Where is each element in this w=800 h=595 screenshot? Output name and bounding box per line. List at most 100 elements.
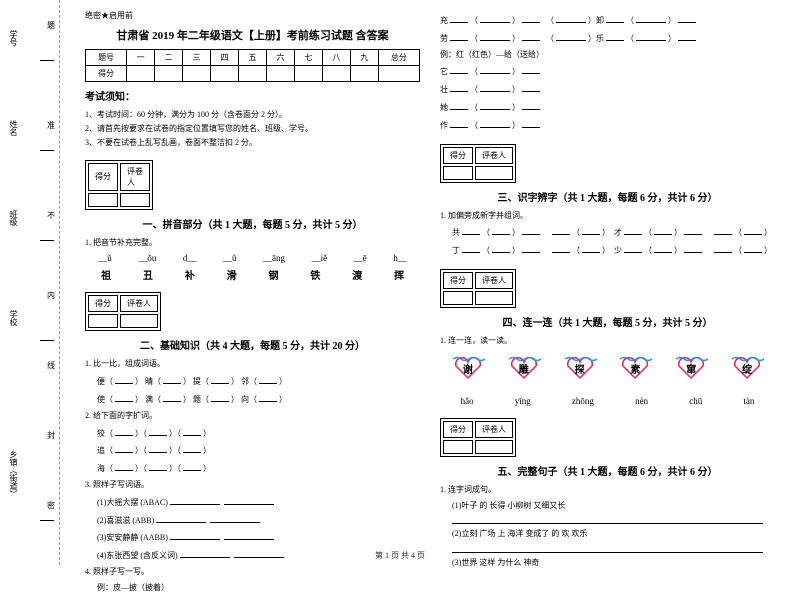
char: 祖: [101, 267, 111, 282]
cell: 得分: [443, 272, 473, 289]
fill-line: 充（） （）卸（）: [440, 13, 775, 28]
marker: 封: [47, 430, 55, 441]
scorer-box: 得分评卷人: [440, 144, 516, 183]
heart-char: 窜: [686, 361, 696, 376]
heart-row: 谢 雕 探 素 窜 绽: [440, 356, 775, 382]
question: 1. 连一连，读一读。: [440, 335, 775, 348]
cell: 九: [350, 50, 378, 66]
sidebar-line: [40, 60, 54, 61]
cell: 八: [322, 50, 350, 66]
char: 滑: [227, 267, 237, 282]
fill-line: 丁（） （） 少（） （）: [440, 243, 775, 258]
main-content: 绝密★启用前 甘肃省 2019 年二年级语文【上册】考前练习试题 含答案 题号 …: [60, 0, 800, 565]
expand-row: 追（）（）（）: [85, 443, 420, 458]
question: 1. 连字词成句。: [440, 484, 775, 497]
heart-icon: 素: [620, 356, 650, 382]
right-column: 充（） （）卸（） 劳（） （）乐（） 例：红（红色）—给（送给） 它（） 壮（…: [430, 10, 785, 555]
section-title: 三、识字辨字（共 1 大题，每题 6 分，共计 6 分）: [440, 189, 775, 204]
exam-title: 甘肃省 2019 年二年级语文【上册】考前练习试题 含答案: [85, 27, 420, 43]
cell: 评卷人: [475, 147, 513, 164]
cell: 得分: [86, 66, 127, 82]
notice-item: 2、请首先按要求在试卷的指定位置填写您的姓名、班级、学号。: [85, 123, 420, 134]
answer-line: [452, 516, 763, 524]
example-line: 例：红（红色）—给（送给）: [440, 49, 775, 62]
table-row: 题号 一 二 三 四 五 六 七 八 九 总分: [86, 50, 420, 66]
pinyin-row: hǎo yīng zhōng nèn chū tàn: [440, 396, 775, 406]
section-title: 四、连一连（共 1 大题，每题 5 分，共计 5 分）: [440, 314, 775, 329]
pinyin: h__: [393, 253, 407, 263]
cell: 总分: [378, 50, 419, 66]
table-row: 得分: [86, 66, 420, 82]
char: 丑: [143, 267, 153, 282]
cell: 三: [183, 50, 211, 66]
question: 1. 比一比，组成词语。: [85, 358, 420, 371]
section-title: 五、完整句子（共 1 大题，每题 6 分，共计 6 分）: [440, 463, 775, 478]
sidebar-label: 学号: [8, 30, 19, 46]
marker: 内: [47, 290, 55, 301]
page-root: 学号 姓名 班级 学校 乡镇（街道） 题 准 不 内 线 封 密 绝密★启用前 …: [0, 0, 800, 565]
q3-item: (1)大摇大摆 (ABAC): [85, 495, 420, 510]
cell: 评卷人: [475, 272, 513, 289]
expand-row: 狡（）（）（）: [85, 426, 420, 441]
cell: 一: [127, 50, 155, 66]
binding-sidebar: 学号 姓名 班级 学校 乡镇（街道） 题 准 不 内 线 封 密: [0, 0, 60, 565]
heart-icon: 雕: [509, 356, 539, 382]
cell: 得分: [443, 147, 473, 164]
label: (2)喜滋滋 (ABB): [97, 516, 154, 525]
heart-icon: 谢: [453, 356, 483, 382]
question: 2. 给下面的字扩词。: [85, 410, 420, 423]
heart-char: 雕: [519, 361, 529, 376]
char: 钢: [268, 267, 278, 282]
pinyin: __iě: [312, 253, 328, 263]
expand-row: 海（）（）（）: [85, 461, 420, 476]
label: (3)安安静静 (AABB): [97, 533, 168, 542]
sentence-item: (2)立刻 广场 上 海洋 变成了 的 欢 欢乐: [440, 528, 775, 541]
cell: 评卷人: [120, 295, 158, 312]
fill-line: 壮（）: [440, 82, 775, 97]
heart-icon: 探: [565, 356, 595, 382]
pair-row: 便（） 晴（） 提（） 邻（）: [85, 374, 420, 389]
pinyin: yīng: [515, 396, 531, 406]
cell: 六: [266, 50, 294, 66]
pinyin: chū: [689, 396, 702, 406]
fill-line: 作（）: [440, 118, 775, 133]
notice-title: 考试须知：: [85, 88, 420, 103]
notice-item: 1、考试时间：60 分钟，满分为 100 分（含卷面分 2 分）。: [85, 109, 420, 120]
question: 1. 加偏旁成新字并组词。: [440, 210, 775, 223]
scorer-box: 得分评卷人: [440, 269, 516, 308]
fill-line: 共（） （） 才（） （）: [440, 225, 775, 240]
pinyin-row: __ǔ __ǒu d__ __ǔ __āng __iě __ē h__: [85, 253, 420, 263]
cell: 评卷人: [120, 163, 150, 191]
section-title: 二、基础知识（共 4 大题，每题 5 分，共计 20 分）: [85, 337, 420, 352]
marker: 线: [47, 360, 55, 371]
heart-icon: 绽: [732, 356, 762, 382]
char: 补: [185, 267, 195, 282]
pinyin: d__: [183, 253, 197, 263]
question: 3. 照样子写词语。: [85, 479, 420, 492]
pair-row: 使（） 满（） 题（） 向（）: [85, 392, 420, 407]
marker: 准: [47, 120, 55, 131]
heart-icon: 窜: [676, 356, 706, 382]
pinyin: tàn: [743, 396, 754, 406]
char-row: 祖 丑 补 滑 钢 铁 渡 挥: [85, 267, 420, 282]
marker: 密: [47, 500, 55, 511]
pinyin: __ē: [354, 253, 367, 263]
sidebar-line: [40, 240, 54, 241]
heart-char: 谢: [463, 361, 473, 376]
sidebar-label: 学校: [8, 310, 19, 326]
pinyin: nèn: [635, 396, 648, 406]
pinyin: __āng: [263, 253, 285, 263]
cell: 评卷人: [475, 421, 513, 438]
char: 铁: [310, 267, 320, 282]
question: 1. 把音节补充完整。: [85, 237, 420, 250]
fill-line: 她（）: [440, 100, 775, 115]
section-title: 一、拼音部分（共 1 大题，每题 5 分，共计 5 分）: [85, 216, 420, 231]
left-column: 绝密★启用前 甘肃省 2019 年二年级语文【上册】考前练习试题 含答案 题号 …: [75, 10, 430, 555]
pinyin: __ǔ: [223, 253, 237, 263]
sentence-item: (1)叶子 的 长得 小柳树 又细又长: [440, 500, 775, 513]
cell: 四: [211, 50, 239, 66]
sidebar-line: [40, 340, 54, 341]
cell: 五: [239, 50, 267, 66]
q3-item: (2)喜滋滋 (ABB): [85, 513, 420, 528]
label: (1)大摇大摆 (ABAC): [97, 498, 168, 507]
